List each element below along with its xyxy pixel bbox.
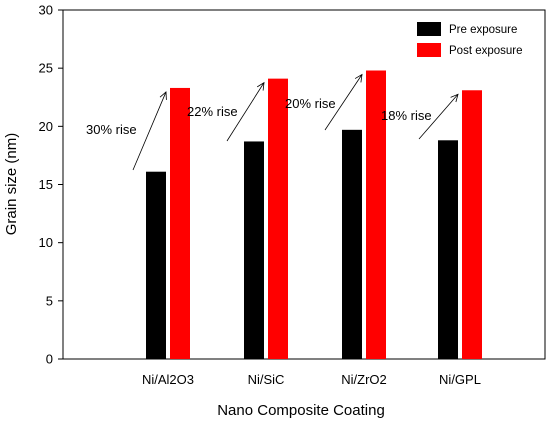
legend-swatch xyxy=(417,43,441,57)
bar-post-exposure xyxy=(170,87,190,360)
y-axis-label: Grain size (nm) xyxy=(3,133,20,236)
bar-pre-exposure xyxy=(438,140,458,359)
bar-post-exposure xyxy=(366,70,386,359)
rise-annotation-label: 22% rise xyxy=(187,104,238,119)
y-tick-label: 15 xyxy=(39,177,53,192)
bar-post-exposure xyxy=(462,90,482,360)
rise-annotation-label: 18% rise xyxy=(381,108,432,123)
rise-arrow-line xyxy=(226,82,265,142)
y-tick-label: 0 xyxy=(46,352,53,367)
x-tick-label: Ni/ZrO2 xyxy=(341,372,387,387)
x-tick-label: Ni/Al2O3 xyxy=(142,372,194,387)
bar-pre-exposure xyxy=(244,141,264,359)
y-tick-label: 25 xyxy=(39,61,53,76)
rise-arrow-head xyxy=(354,73,363,83)
rise-arrow-line xyxy=(418,94,459,140)
y-tick-label: 10 xyxy=(39,235,53,250)
y-tick-label: 20 xyxy=(39,119,53,134)
legend-label: Pre exposure xyxy=(449,24,517,36)
rise-annotation-label: 20% rise xyxy=(285,96,336,111)
legend-label: Post exposure xyxy=(449,45,523,57)
y-tick-label: 30 xyxy=(39,3,53,18)
x-tick-label: Ni/GPL xyxy=(439,372,481,387)
rise-arrow-line xyxy=(132,91,167,171)
rise-arrow-head xyxy=(256,81,265,91)
rise-arrow-head xyxy=(159,91,167,100)
legend-swatch xyxy=(417,22,441,36)
bar-post-exposure xyxy=(268,78,288,360)
rise-arrow-head xyxy=(450,93,459,103)
x-tick-label: Ni/SiC xyxy=(248,372,285,387)
bar-pre-exposure xyxy=(342,129,362,359)
rise-annotation-label: 30% rise xyxy=(86,122,137,137)
x-axis-label: Nano Composite Coating xyxy=(217,402,385,419)
rise-arrow-line xyxy=(324,74,363,131)
y-tick-label: 5 xyxy=(46,293,53,308)
bar-pre-exposure xyxy=(146,171,166,359)
